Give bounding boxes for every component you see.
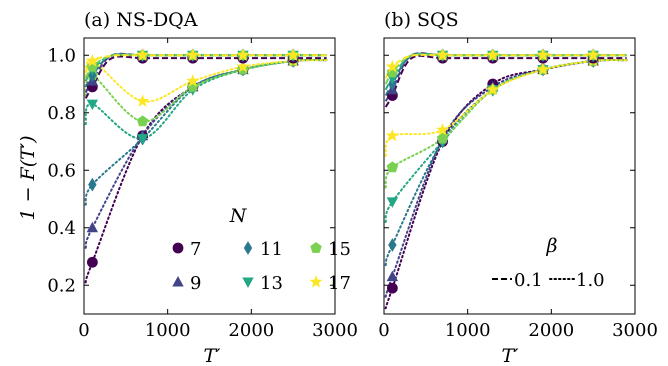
panel-a-series-15-beta-1-line <box>84 59 328 123</box>
panel-a-series-17-beta-1.0-point <box>136 94 150 107</box>
panel-b-x-tick-label: 1000 <box>445 320 491 341</box>
panel-a-series-13-beta-1.0-point <box>86 99 99 111</box>
panel-a-y-tick-label: 1.0 <box>47 45 76 66</box>
panel-b-series-9-beta-1.0-point <box>386 270 399 282</box>
panel-a-x-axis-label: T′ <box>204 345 222 366</box>
panel-b-series-17-beta-1.0-point <box>436 123 450 136</box>
panel-a-series-15-beta-0.1-line <box>84 53 327 79</box>
legend-beta-title: β <box>546 235 558 257</box>
panel-b: (b) SQS T′ 0 1000 2000 3000 <box>378 9 658 366</box>
panel-a-series-9-beta-1.0-point <box>86 221 99 233</box>
panel-b-series-11-beta-1.0-point <box>388 238 397 252</box>
panel-a-series-17-beta-1.0-point <box>186 74 200 87</box>
y-axis-label: 1 − F(T′) <box>17 135 39 220</box>
panel-a-frame <box>83 37 336 315</box>
panel-b-series-17-beta-0.1-line <box>384 53 627 79</box>
panel-b-series-17-beta-1.0-point <box>486 82 500 96</box>
legend-n-label-7: 7 <box>190 239 201 260</box>
panel-a-y-tick-label: 0.2 <box>47 275 76 296</box>
legend-n-label-9: 9 <box>190 273 201 294</box>
panel-a-x-tick-label: 3000 <box>312 320 358 341</box>
legend-beta: β 0.1 1.0 <box>492 235 605 291</box>
legend-n-label-17: 17 <box>328 273 351 294</box>
panel-b-series-17-beta-1.0-point <box>536 62 550 76</box>
panel-b-x-tick-label: 0 <box>378 320 389 341</box>
panel-a-series-17-beta-0.1-point <box>85 54 99 67</box>
legend-n-label-11: 11 <box>260 239 283 260</box>
panel-b-x-tick-label: 3000 <box>612 320 658 341</box>
legend-n-marker-11 <box>243 241 253 255</box>
panel-a-series-13-beta-1-line <box>84 59 328 140</box>
panel-b-series-15-beta-1.0-point <box>386 161 399 173</box>
panel-a-series-17-beta-0.1-point <box>136 48 150 61</box>
panel-a-series-17-beta-0.1-point <box>286 48 300 61</box>
panel-b-series-11-beta-1-line <box>384 59 628 267</box>
panel-b-series-13-beta-1.0-point <box>386 197 399 208</box>
legend-n: N 7 11 15 9 13 17 <box>172 205 351 294</box>
legend-n-marker-9 <box>172 276 184 287</box>
legend-n-marker-17 <box>309 275 323 288</box>
legend-n-label-15: 15 <box>328 239 351 260</box>
legend-n-marker-13 <box>242 277 254 288</box>
panel-a-title: (a) NS-DQA <box>84 9 198 31</box>
panel-b-series-17-beta-0.1-point <box>385 59 399 73</box>
panel-a-x-tick-label: 1000 <box>145 320 191 341</box>
panel-b-x-tick-label: 2000 <box>528 320 574 341</box>
panel-a-y-tick-label: 0.4 <box>47 218 76 239</box>
legend-n-marker-15 <box>310 242 322 253</box>
panel-a-y-tick-label: 0.8 <box>47 103 76 124</box>
panel-a-series-7-beta-1.0-point <box>86 256 98 268</box>
legend-beta-label-0.1: 0.1 <box>514 270 543 291</box>
panel-b-x-axis-label: T′ <box>502 345 520 366</box>
legend-n-marker-7 <box>172 242 184 254</box>
legend-n-label-13: 13 <box>260 273 283 294</box>
panel-a-series-17-beta-1.0-point <box>236 59 250 73</box>
panel-b-series-17-beta-0.1-point <box>486 48 500 61</box>
legend-beta-label-1.0: 1.0 <box>576 270 605 291</box>
panel-b-series-17-beta-0.1-point <box>586 48 600 61</box>
panel-b-frame <box>383 37 636 315</box>
panel-a-curves <box>84 52 328 284</box>
panel-a-x-tick-label: 2000 <box>228 320 274 341</box>
panel-b-title: (b) SQS <box>384 9 459 31</box>
panel-a-y-tick-label: 0.6 <box>47 160 76 181</box>
panel-b-series-17-beta-0.1-point <box>536 48 550 61</box>
panel-a-series-11-beta-1.0-point <box>88 177 97 192</box>
panel-b-series-17-beta-1-line <box>384 59 628 157</box>
panel-a-series-17-beta-0.1-point <box>236 48 250 61</box>
panel-b-series-17-beta-1.0-point <box>385 128 399 142</box>
panel-b-series-17-beta-0.1-point <box>436 48 450 61</box>
panel-b-series-15-beta-1.0-point <box>436 132 449 144</box>
panel-b-series-7-beta-1.0-point <box>386 282 398 294</box>
panel-a-series-13-beta-1.0-point <box>136 134 149 145</box>
panel-a: (a) NS-DQA T′ 0 1000 2000 3000 0.2 0.4 0.6 0.8 1… <box>47 9 358 366</box>
panel-a-series-15-beta-1.0-point <box>136 115 149 127</box>
panel-a-series-17-beta-0.1-point <box>186 48 200 61</box>
panel-a-x-tick-label: 0 <box>78 320 89 341</box>
legend-n-title: N <box>229 205 248 227</box>
